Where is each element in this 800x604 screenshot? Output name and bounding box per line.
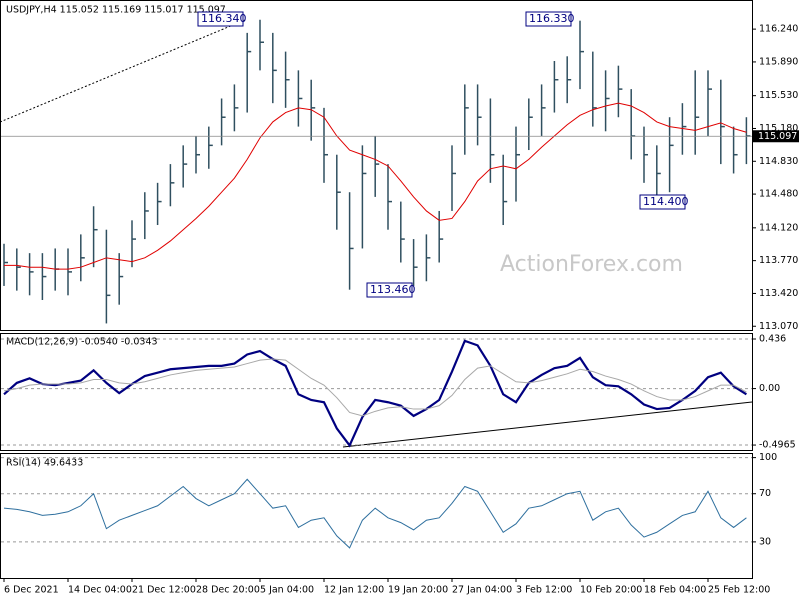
last-price-box bbox=[753, 130, 799, 143]
annotation: 116.340 bbox=[201, 12, 247, 25]
x-tick-label: 10 Feb 20:00 bbox=[580, 585, 642, 596]
indicator-line bbox=[3, 339, 747, 448]
x-tick-label: 27 Jan 04:00 bbox=[452, 585, 512, 596]
y-tick-label: 30 bbox=[759, 536, 771, 547]
annotation-box bbox=[366, 282, 413, 298]
y-tick-label: 113.420 bbox=[759, 288, 798, 299]
x-tick-label: 6 Dec 2021 bbox=[4, 585, 59, 596]
annotation: 113.460 bbox=[370, 283, 416, 296]
y-tick-label: 116.240 bbox=[759, 24, 798, 35]
annotation: 114.400 bbox=[643, 195, 689, 208]
price-title: USDJPY,H4 115.052 115.169 115.017 115.09… bbox=[6, 5, 226, 16]
x-tick-label: 14 Dec 04:00 bbox=[68, 585, 132, 596]
indicator-line bbox=[3, 478, 747, 549]
x-tick-label: 19 Jan 20:00 bbox=[388, 585, 448, 596]
y-tick-label: 115.890 bbox=[759, 56, 798, 67]
y-tick-label: -0.4965 bbox=[759, 440, 796, 451]
annotation: 116.330 bbox=[529, 12, 575, 25]
x-tick-label: 3 Feb 12:00 bbox=[516, 585, 572, 596]
y-tick-label: 114.480 bbox=[759, 189, 798, 200]
y-tick-label: 115.530 bbox=[759, 90, 798, 101]
annotation-box bbox=[525, 11, 572, 27]
x-tick-label: 25 Feb 12:00 bbox=[708, 585, 770, 596]
x-tick-label: 12 Jan 12:00 bbox=[324, 585, 384, 596]
indicator-line bbox=[3, 358, 747, 417]
y-tick-label: 114.120 bbox=[759, 222, 798, 233]
y-tick-label: 115.180 bbox=[759, 123, 798, 134]
moving-average bbox=[4, 102, 747, 270]
x-tick-label: 21 Dec 12:00 bbox=[132, 585, 196, 596]
trend-line bbox=[0, 19, 246, 123]
annotation-box bbox=[639, 194, 686, 210]
last-price-label: 115.097 bbox=[758, 131, 797, 142]
y-tick-label: 100 bbox=[759, 452, 777, 463]
y-tick-label: 113.070 bbox=[759, 321, 798, 332]
x-tick-label: 18 Feb 04:00 bbox=[644, 585, 706, 596]
annotation-box bbox=[197, 11, 244, 27]
rsi-panel bbox=[0, 453, 753, 579]
y-tick-label: 0.436 bbox=[759, 334, 786, 345]
y-tick-label: 113.770 bbox=[759, 255, 798, 266]
y-tick-label: 114.830 bbox=[759, 156, 798, 167]
x-tick-label: 5 Jan 04:00 bbox=[260, 585, 314, 596]
macd-panel bbox=[0, 333, 753, 451]
macd-trend-line bbox=[342, 401, 753, 448]
watermark: ActionForex.com bbox=[500, 252, 683, 277]
price-panel bbox=[0, 0, 753, 331]
rsi-title: RSI(14) 49.6433 bbox=[6, 458, 83, 469]
macd-title: MACD(12,26,9) -0.0540 -0.0343 bbox=[6, 337, 158, 348]
y-tick-label: 70 bbox=[759, 488, 771, 499]
y-tick-label: 0.00 bbox=[759, 383, 780, 394]
x-tick-label: 28 Dec 20:00 bbox=[196, 585, 260, 596]
